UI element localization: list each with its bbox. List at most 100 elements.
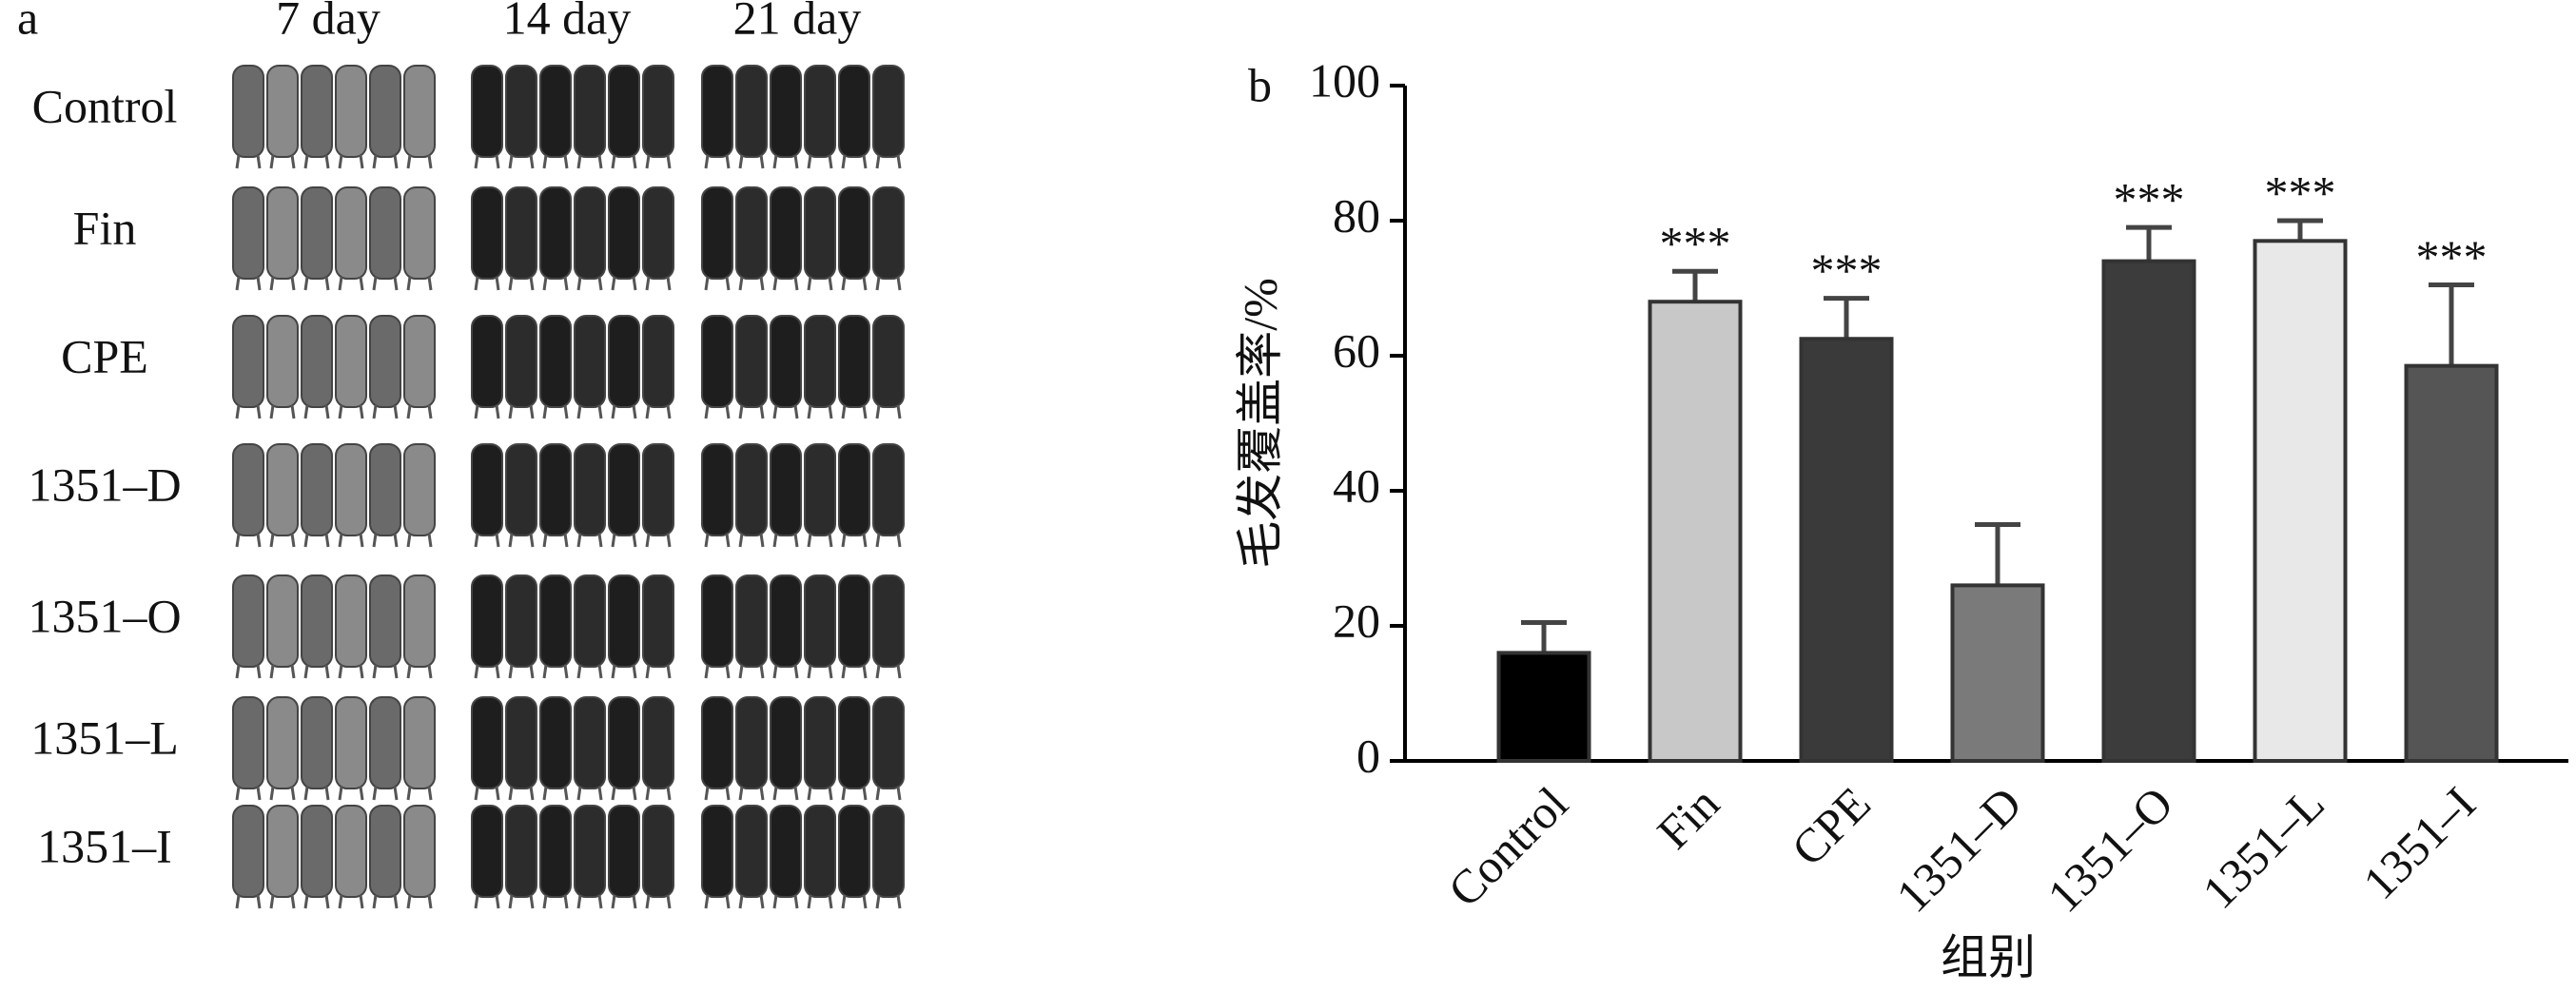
mouse-leg — [597, 276, 603, 291]
mouse-leg — [597, 154, 603, 169]
row-label: 1351–L — [30, 711, 179, 764]
mouse-photo — [505, 65, 537, 158]
mouse-leg — [290, 894, 296, 909]
mouse-leg — [738, 786, 744, 801]
mouse-leg — [393, 533, 399, 548]
mouse-photo — [735, 696, 768, 789]
mouse-leg — [759, 154, 765, 169]
row-label: 1351–O — [28, 589, 181, 642]
mouse-leg — [645, 664, 651, 679]
mouse-leg — [704, 533, 710, 548]
mouse-photo — [642, 574, 674, 668]
x-tick-label: 1351–L — [2192, 776, 2334, 919]
mouse-leg — [406, 533, 412, 548]
mouse-leg — [896, 894, 902, 909]
mouse-leg — [372, 664, 378, 679]
mouse-leg — [563, 404, 569, 419]
mouse-leg — [807, 533, 812, 548]
mouse-photo — [539, 805, 572, 898]
mouse-leg — [256, 533, 262, 548]
mouse-leg — [393, 894, 399, 909]
mouse-leg — [406, 664, 412, 679]
mouse-leg — [427, 786, 433, 801]
mouse-leg — [793, 276, 799, 291]
y-axis-label: 毛发覆盖率/% — [1233, 278, 1286, 569]
mouse-leg — [632, 404, 637, 419]
mouse-leg — [563, 786, 569, 801]
mouse-leg — [542, 894, 548, 909]
mouse-photo — [335, 696, 367, 789]
mouse-leg — [269, 533, 275, 548]
mouse-leg — [611, 894, 616, 909]
mouse-leg — [324, 786, 330, 801]
mouse-photo — [505, 315, 537, 408]
mouse-leg — [235, 404, 241, 419]
mouse-leg — [666, 404, 672, 419]
mouse-leg — [611, 664, 616, 679]
mouse-leg — [738, 154, 744, 169]
mouse-photo — [642, 805, 674, 898]
mouse-leg — [576, 533, 582, 548]
mouse-leg — [563, 664, 569, 679]
mouse-photo — [804, 574, 836, 668]
mouse-photo — [539, 574, 572, 668]
column-header: 7 day — [276, 0, 381, 44]
mouse-photo — [266, 443, 299, 536]
mouse-leg — [807, 664, 812, 679]
mouse-photo — [574, 696, 606, 789]
mouse-leg — [772, 276, 778, 291]
mouse-leg — [290, 786, 296, 801]
mouse-leg — [529, 664, 535, 679]
mouse-leg — [793, 154, 799, 169]
mouse-photo — [701, 574, 733, 668]
mouse-leg — [359, 533, 364, 548]
significance-label: *** — [2416, 230, 2488, 283]
mouse-leg — [474, 276, 479, 291]
mouse-leg — [290, 276, 296, 291]
mouse-leg — [542, 154, 548, 169]
mouse-photo — [471, 315, 503, 408]
significance-label: *** — [2265, 166, 2336, 219]
mouse-photo — [608, 65, 640, 158]
mouse-photo — [335, 443, 367, 536]
y-tick-label: 40 — [1333, 458, 1380, 512]
mouse-leg — [338, 533, 343, 548]
mouse-photo — [505, 186, 537, 280]
mouse-leg — [725, 786, 731, 801]
mouse-leg — [611, 533, 616, 548]
mouse-photo — [505, 443, 537, 536]
mouse-photo — [335, 805, 367, 898]
mouse-photo — [403, 186, 436, 280]
mouse-photo — [804, 315, 836, 408]
mouse-leg — [704, 786, 710, 801]
significance-label: *** — [2114, 173, 2185, 226]
mouse-leg — [738, 276, 744, 291]
mouse-leg — [772, 786, 778, 801]
mouse-leg — [406, 786, 412, 801]
mouse-leg — [542, 276, 548, 291]
mouse-leg — [597, 404, 603, 419]
mouse-leg — [725, 664, 731, 679]
bar — [1950, 583, 2045, 764]
mouse-photo — [301, 805, 333, 898]
mouse-leg — [576, 894, 582, 909]
y-tick-label: 60 — [1333, 323, 1380, 377]
mouse-leg — [393, 404, 399, 419]
mouse-leg — [828, 894, 833, 909]
mouse-leg — [841, 154, 847, 169]
mouse-leg — [359, 786, 364, 801]
bar — [1496, 651, 1591, 764]
mouse-leg — [338, 786, 343, 801]
mouse-photo — [701, 65, 733, 158]
mouse-photo — [642, 696, 674, 789]
mouse-photo — [266, 315, 299, 408]
significance-label: *** — [1660, 217, 1731, 270]
mouse-leg — [372, 276, 378, 291]
mouse-photo — [369, 186, 401, 280]
mouse-photo — [505, 574, 537, 668]
mouse-photo — [735, 443, 768, 536]
mouse-leg — [666, 894, 672, 909]
mouse-leg — [862, 533, 868, 548]
mouse-leg — [393, 786, 399, 801]
mouse-leg — [406, 894, 412, 909]
